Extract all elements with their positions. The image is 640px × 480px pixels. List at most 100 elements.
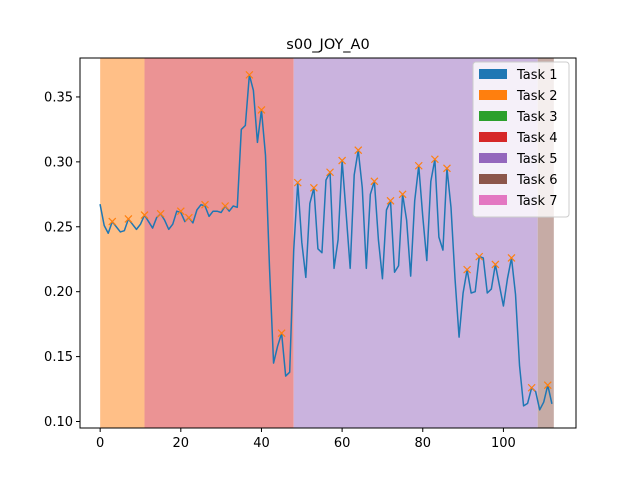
peak-marker [507, 254, 516, 262]
data-point [100, 204, 101, 205]
data-point [527, 403, 528, 404]
plot-frame [79, 57, 577, 429]
legend-swatch [479, 174, 507, 184]
data-point [201, 204, 202, 205]
data-point [378, 239, 379, 240]
data-point [414, 200, 415, 201]
data-point [318, 248, 319, 249]
legend-swatch [479, 132, 507, 142]
data-point [326, 180, 327, 181]
peak-marker [201, 200, 209, 209]
data-point [362, 187, 363, 188]
data-point [277, 346, 278, 347]
data-point [172, 224, 173, 225]
x-axis-ticks: 0 20 40 60 80 100 [96, 428, 516, 451]
data-point [443, 250, 444, 251]
peak-marker [543, 381, 552, 390]
data-point [293, 250, 294, 251]
peak-marker [326, 168, 334, 177]
peak-marker [430, 155, 439, 164]
data-point [213, 211, 214, 212]
data-point [438, 237, 439, 238]
legend-label: Task 2 [516, 89, 557, 104]
data-point [285, 376, 286, 377]
data-point [104, 225, 105, 226]
legend: Task 1 Task 2 Task 3 Task 4 Task 5 Task 6 Task… [472, 61, 570, 218]
peak-marker [293, 178, 302, 187]
peak-marker [156, 209, 165, 218]
data-point [459, 337, 460, 338]
data-point [309, 203, 310, 204]
signal-line-layer [99, 74, 553, 411]
y-tick-label: 0.10 [44, 415, 73, 430]
peak-marker [309, 183, 318, 192]
data-point [140, 224, 141, 225]
legend-swatch [479, 111, 507, 121]
chart-title: s00_JOY_A0 [286, 37, 369, 53]
data-point [386, 209, 387, 210]
task-span-4 [144, 58, 294, 428]
data-point [543, 402, 544, 403]
peak-marker [108, 217, 117, 226]
data-point [382, 278, 383, 279]
y-axis-ticks: 0.10 0.15 0.20 0.25 0.30 0.35 [44, 90, 80, 430]
data-point [124, 230, 125, 231]
y-tick-label: 0.20 [44, 285, 73, 300]
y-tick-label: 0.30 [44, 155, 73, 170]
legend-swatch [479, 195, 507, 205]
data-point [257, 142, 258, 143]
legend-swatch [479, 90, 507, 100]
legend-label: Task 1 [516, 68, 557, 83]
data-point [164, 220, 165, 221]
data-point [535, 391, 536, 392]
x-tick-label: 60 [334, 436, 351, 451]
data-point [406, 220, 407, 221]
data-point [193, 222, 194, 223]
peak-marker [257, 106, 266, 114]
data-point [370, 194, 371, 195]
peak-marker [245, 70, 254, 79]
peak-marker [184, 213, 193, 222]
data-point [136, 229, 137, 230]
data-point [197, 209, 198, 210]
data-point [305, 277, 306, 278]
legend-label: Task 3 [516, 110, 557, 125]
x-tick-label: 100 [491, 436, 516, 451]
data-point [354, 174, 355, 175]
data-point [233, 206, 234, 207]
peak-marker [463, 265, 472, 274]
x-tick-label: 40 [253, 436, 270, 451]
data-point [334, 268, 335, 269]
data-point [221, 212, 222, 213]
data-point [132, 224, 133, 225]
data-point [156, 217, 157, 218]
y-tick-label: 0.35 [44, 90, 73, 105]
data-point [229, 211, 230, 212]
data-point [551, 403, 552, 404]
signal-line [99, 74, 553, 411]
peak-markers [108, 70, 552, 392]
peak-marker [221, 202, 230, 210]
data-point [237, 207, 238, 208]
data-point [176, 211, 177, 212]
data-point [273, 363, 274, 364]
data-point [265, 155, 266, 156]
legend-label: Task 6 [516, 173, 557, 188]
legend-swatch [479, 153, 507, 163]
data-point [398, 265, 399, 266]
data-point [322, 252, 323, 253]
peak-marker [414, 161, 423, 170]
data-point [499, 285, 500, 286]
x-tick-label: 80 [414, 436, 431, 451]
data-point [394, 272, 395, 273]
peak-marker [386, 196, 395, 205]
data-point [148, 221, 149, 222]
data-point [539, 409, 540, 410]
data-point [209, 216, 210, 217]
data-point [338, 239, 339, 240]
data-point [168, 229, 169, 230]
data-point [152, 228, 153, 229]
data-point [491, 289, 492, 290]
